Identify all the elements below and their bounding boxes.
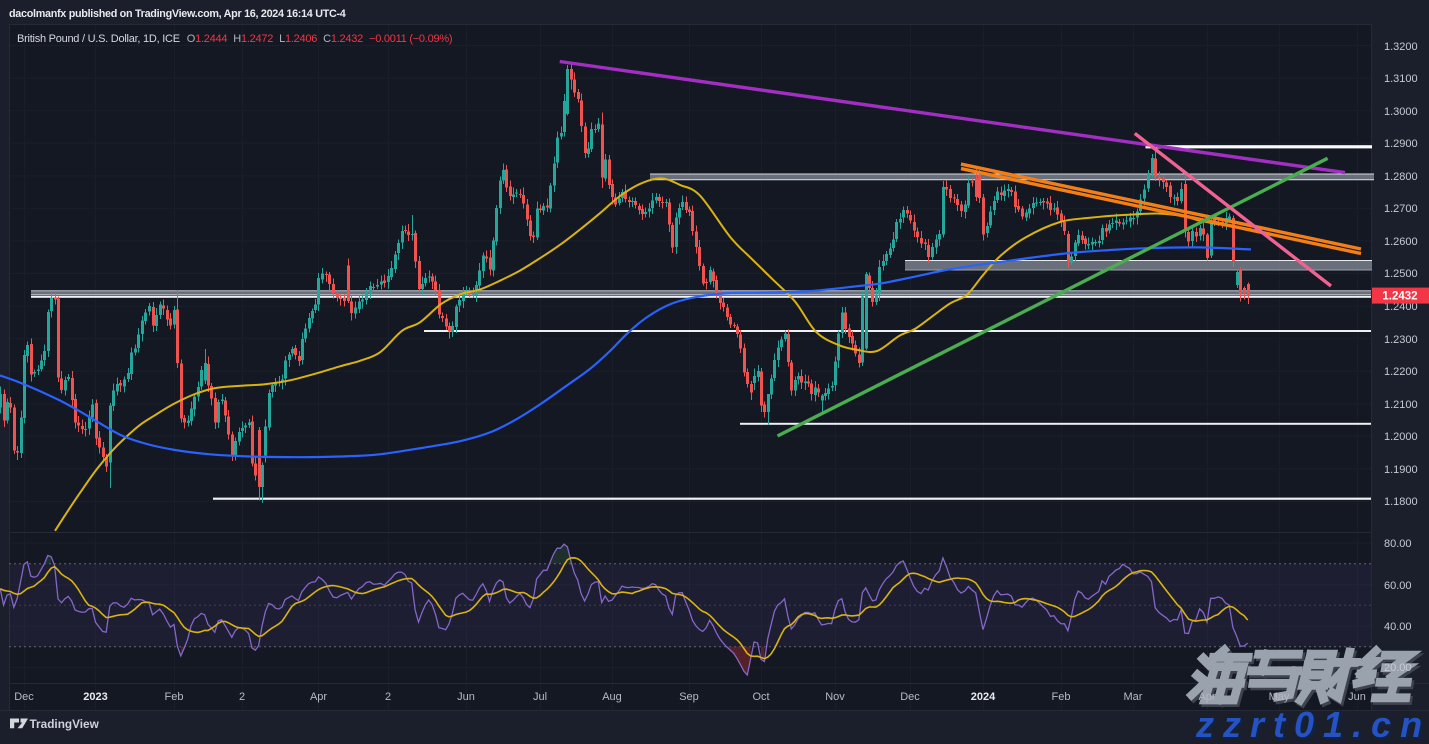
svg-text:Mar: Mar [1124, 691, 1143, 703]
svg-text:1.1900: 1.1900 [1384, 464, 1418, 476]
svg-text:1.2200: 1.2200 [1384, 366, 1418, 378]
svg-text:1.3200: 1.3200 [1384, 41, 1418, 53]
svg-text:1.2800: 1.2800 [1384, 171, 1418, 183]
svg-text:zzrt01.cn: zzrt01.cn [1195, 704, 1429, 739]
svg-text:Dec: Dec [900, 691, 920, 703]
svg-text:1.2000: 1.2000 [1384, 431, 1418, 443]
svg-text:80.00: 80.00 [1384, 538, 1412, 550]
svg-text:40.00: 40.00 [1384, 621, 1412, 633]
svg-text:1.2600: 1.2600 [1384, 236, 1418, 248]
svg-text:Aug: Aug [602, 691, 622, 703]
svg-text:60.00: 60.00 [1384, 580, 1412, 592]
svg-text:2024: 2024 [971, 691, 996, 703]
svg-text:Oct: Oct [752, 691, 769, 703]
svg-text:1.2500: 1.2500 [1384, 268, 1418, 280]
svg-text:Jun: Jun [1348, 691, 1366, 703]
svg-text:1.2700: 1.2700 [1384, 203, 1418, 215]
svg-text:2023: 2023 [83, 691, 107, 703]
svg-text:Apr: Apr [310, 691, 327, 703]
svg-text:dacolmanfx published on Tradin: dacolmanfx published on TradingView.com,… [9, 8, 346, 20]
svg-text:1.3000: 1.3000 [1384, 106, 1418, 118]
svg-text:1.2432: 1.2432 [1382, 291, 1417, 303]
svg-text:1.2100: 1.2100 [1384, 399, 1418, 411]
svg-text:Feb: Feb [1052, 691, 1071, 703]
svg-text:May: May [1269, 691, 1290, 703]
svg-text:Jun: Jun [457, 691, 475, 703]
svg-text:1.1800: 1.1800 [1384, 496, 1418, 508]
svg-text:Sep: Sep [679, 691, 699, 703]
svg-text:Apr: Apr [1198, 691, 1215, 703]
svg-text:2: 2 [239, 691, 245, 703]
svg-text:British Pound / U.S. Dollar, 1: British Pound / U.S. Dollar, 1D, ICEO1.2… [17, 33, 452, 45]
svg-text:Dec: Dec [14, 691, 34, 703]
svg-text:1.2900: 1.2900 [1384, 138, 1418, 150]
svg-text:1.2300: 1.2300 [1384, 334, 1418, 346]
svg-text:1.3100: 1.3100 [1384, 73, 1418, 85]
svg-text:2: 2 [385, 691, 391, 703]
svg-text:Jul: Jul [533, 691, 547, 703]
svg-text:TradingView: TradingView [30, 717, 100, 731]
svg-text:Nov: Nov [825, 691, 845, 703]
svg-text:Feb: Feb [165, 691, 184, 703]
svg-text:20.00: 20.00 [1384, 662, 1412, 674]
